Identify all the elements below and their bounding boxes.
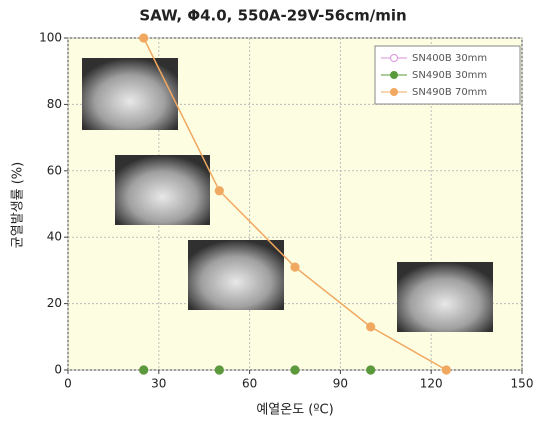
data-point (291, 263, 299, 271)
legend-marker (391, 55, 398, 62)
y-tick-label: 60 (47, 163, 62, 177)
x-tick-label: 0 (64, 377, 72, 391)
legend-marker (391, 89, 398, 96)
y-axis-label: 균열발생률 (%) (11, 162, 26, 248)
data-point (140, 34, 148, 42)
y-tick-label: 0 (54, 363, 62, 377)
legend-label: SN490B 30mm (412, 70, 487, 81)
data-point (140, 366, 148, 374)
legend-marker (391, 72, 398, 79)
photo (397, 262, 493, 332)
x-tick-label: 30 (151, 377, 166, 391)
data-point (442, 366, 450, 374)
data-point (367, 323, 375, 331)
data-point (367, 366, 375, 374)
data-point (215, 366, 223, 374)
y-tick-label: 40 (47, 230, 62, 244)
legend-label: SN490B 70mm (412, 87, 487, 98)
x-tick-label: 150 (511, 377, 534, 391)
x-tick-label: 90 (333, 377, 348, 391)
data-point (291, 366, 299, 374)
photo (115, 155, 210, 225)
y-tick-label: 20 (47, 296, 62, 310)
legend-label: SN400B 30mm (412, 53, 487, 64)
photo (82, 58, 178, 130)
y-tick-label: 80 (47, 97, 62, 111)
chart-title: SAW, Φ4.0, 550A-29V-56cm/min (139, 7, 406, 25)
photo (188, 240, 284, 310)
data-point (215, 187, 223, 195)
chart: SAW, Φ4.0, 550A-29V-56cm/min 예열온도 (ºC) 균… (0, 0, 547, 426)
y-tick-label: 100 (39, 31, 62, 45)
x-tick-label: 120 (420, 377, 443, 391)
x-tick-label: 60 (242, 377, 257, 391)
x-axis-label: 예열온도 (ºC) (256, 403, 333, 418)
